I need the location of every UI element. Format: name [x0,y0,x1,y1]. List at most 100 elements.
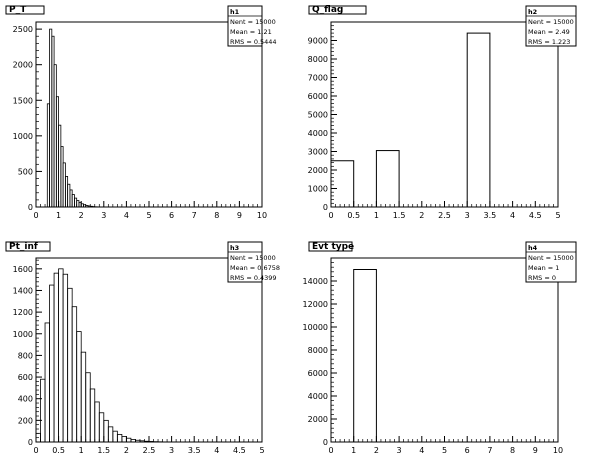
y-tick-label: 6000 [308,369,328,378]
y-tick-label: 14000 [303,277,328,286]
y-tick-label: 12000 [303,300,328,309]
histogram-panel-2: 0 0.5 1 1.5 2 2.5 3 3.5 4 4.5 5 0 1000 2000 3000 4000 50… [308,5,577,220]
x-tick-label: 4.5 [529,211,542,220]
x-tick-label: 4 [124,211,129,220]
y-tick-label: 1000 [308,185,328,194]
histogram-bar [353,269,377,443]
histogram-title: Evt type [312,242,354,252]
x-tick-label: 1.5 [393,211,406,220]
stats-box [227,5,263,47]
y-tick-label: 0 [28,438,33,447]
x-tick-label: 2 [79,211,84,220]
y-tick-label: 800 [18,351,33,360]
x-tick-label: 3 [397,446,402,455]
histogram-bin [139,440,145,443]
stats-rms: RMS = 0 [528,274,556,282]
histogram-bar [375,150,400,208]
x-tick-label: 0 [328,211,333,220]
y-tick-label: 600 [18,373,33,382]
x-tick-label: 0.5 [52,446,65,455]
x-tick-label: 2.5 [143,446,156,455]
y-tick-label: 1000 [13,330,33,339]
stats-name: h1 [230,8,240,16]
histogram-bin [148,441,154,443]
y-tick-label: 2500 [13,25,33,34]
histogram-bin [49,284,55,443]
y-tick-label: 4000 [308,129,328,138]
histogram-bin [44,322,50,443]
stats-rms: RMS = 1.223 [528,38,570,46]
stats-box [525,5,577,47]
title-box [5,241,51,252]
histogram-bin [98,412,105,443]
histogram-panel-3: 0 0.5 1 1.5 2 2.5 3 3.5 4 4.5 5 0 200 400 600 800 1000 12… [5,241,280,455]
plot-frame [330,257,559,443]
histogram-bin [76,331,82,443]
stats-name: h2 [528,8,537,16]
x-tick-label: 1.5 [97,446,110,455]
x-tick-label: 3 [101,211,106,220]
x-tick-label: 7 [487,446,492,455]
histogram-panel-1: 0 1 2 3 4 5 6 7 8 9 10 0 500 1000 1500 2000 2500 P_T h1 Nen… [5,5,277,220]
x-tick-label: 9 [237,211,242,220]
x-tick-label: 0 [328,446,333,455]
stats-entries: Nent = 15000 [230,254,276,262]
histogram-bin [40,378,46,443]
y-tick-label: 0 [323,438,328,447]
histogram-bar [466,32,491,208]
y-tick-label: 6000 [308,92,328,101]
y-tick-label: 2000 [13,61,33,70]
histogram-bin [121,436,127,443]
x-tick-label: 3.5 [484,211,497,220]
y-tick-label: 2000 [308,415,328,424]
histogram-bin [107,426,114,443]
y-tick-label: 1000 [13,132,33,141]
y-tick-label: 2000 [308,166,328,175]
histogram-panel-4: 0 1 2 3 4 5 6 7 8 9 10 0 2000 4000 6000 8000 10000 12000 1… [303,241,577,455]
x-tick-label: 4.5 [233,446,246,455]
stats-mean: Mean = 0.6758 [230,264,280,272]
y-tick-label: 200 [18,416,33,425]
stats-box [525,241,577,283]
histogram-bin [58,268,64,443]
x-tick-label: 1 [79,446,84,455]
y-tick-label: 0 [323,203,328,212]
x-tick-label: 3.5 [188,446,201,455]
title-box [308,5,367,15]
histogram-title: P_T [9,5,27,15]
histogram-title: Q_flag [312,5,343,15]
histogram-bin [53,272,60,443]
plot-frame [35,257,263,443]
y-tick-label: 5000 [308,111,328,120]
stats-mean: Mean = 1.21 [230,28,272,36]
y-tick-label: 1500 [13,96,33,105]
x-tick-label: 4 [510,211,515,220]
x-tick-label: 5 [442,446,447,455]
x-tick-label: 0 [33,211,38,220]
x-tick-label: 4 [419,446,424,455]
histogram-bin [89,388,96,443]
histogram-bin [94,401,100,443]
histogram-bin [130,439,136,443]
x-tick-label: 1 [351,446,356,455]
stats-entries: Nent = 15000 [528,254,574,262]
plot-frame [35,21,263,208]
histogram-bin [126,437,132,443]
histogram-bin [67,287,73,443]
x-tick-label: 7 [192,211,197,220]
x-tick-label: 1 [56,211,61,220]
histogram-bin [112,430,118,443]
x-tick-label: 3 [465,211,470,220]
title-box [5,5,45,15]
plot-frame [330,21,559,208]
y-tick-label: 0 [28,203,33,212]
histogram-bin [144,440,150,443]
x-tick-label: 8 [510,446,515,455]
y-tick-label: 1400 [13,286,33,295]
y-tick-label: 9000 [308,37,328,46]
x-tick-label: 2.5 [438,211,451,220]
x-tick-label: 5 [555,211,560,220]
histogram-bin [71,306,78,443]
x-tick-label: 10 [553,446,563,455]
